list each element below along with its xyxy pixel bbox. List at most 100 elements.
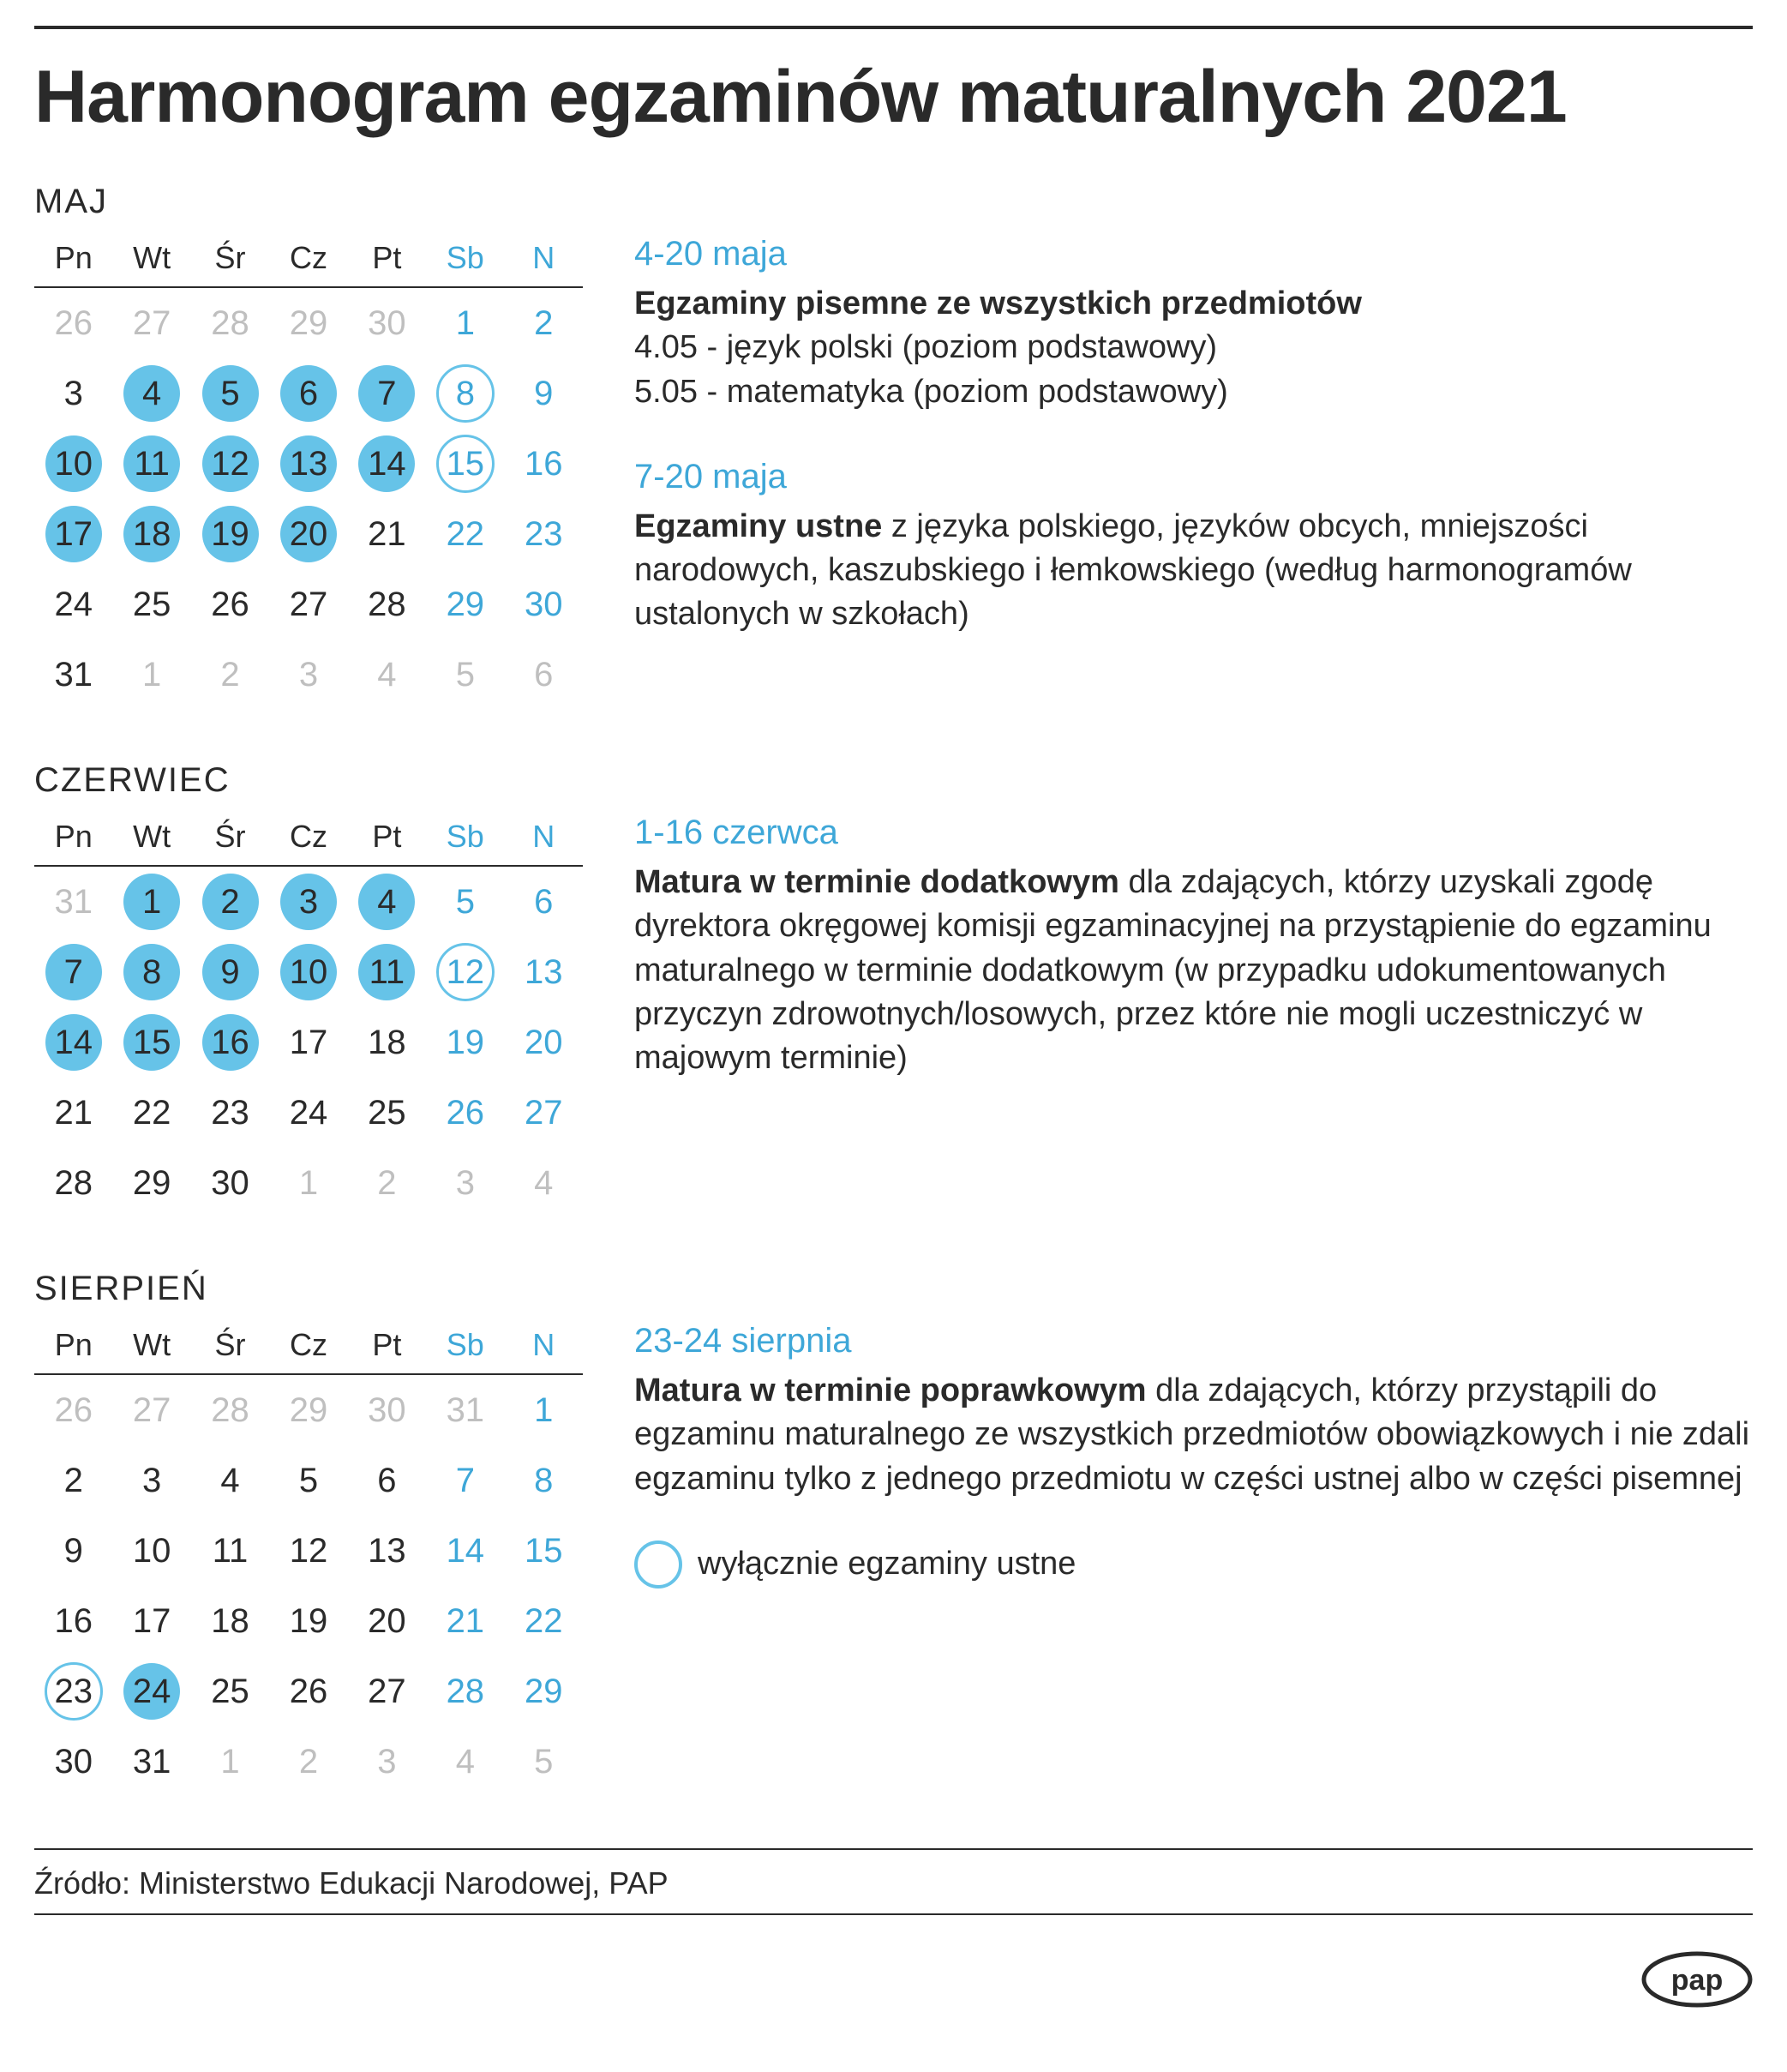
calendar-day: 5 (426, 866, 504, 937)
calendar-day: 15 (426, 429, 504, 499)
calendar-day: 27 (269, 569, 347, 640)
day-number: 18 (204, 1595, 257, 1648)
calendar-day: 11 (191, 1516, 269, 1586)
calendar-column: SIERPIEŃPnWtŚrCzPtSbN2627282930311234567… (34, 1270, 583, 1797)
day-number: 25 (360, 1086, 413, 1139)
calendar-table: PnWtŚrCzPtSbN262728293031123456789101112… (34, 1320, 583, 1797)
calendar-day: 7 (34, 937, 112, 1007)
calendar-day: 18 (191, 1586, 269, 1656)
day-number: 14 (360, 437, 413, 490)
day-number: 5 (517, 1735, 570, 1788)
day-number: 18 (360, 1016, 413, 1069)
day-number: 29 (517, 1665, 570, 1718)
day-number: 30 (517, 578, 570, 631)
day-number: 27 (360, 1665, 413, 1718)
calendar-day: 25 (112, 569, 190, 640)
calendar-day: 29 (269, 1374, 347, 1445)
calendar-day: 5 (426, 640, 504, 710)
day-number: 1 (125, 875, 178, 928)
day-number: 20 (517, 1016, 570, 1069)
logo-text: pap (1671, 1964, 1723, 1997)
day-number: 23 (517, 507, 570, 561)
day-header: Cz (269, 233, 347, 287)
calendar-day: 17 (34, 499, 112, 569)
description-column: 23-24 sierpniaMatura w terminie poprawko… (634, 1270, 1753, 1797)
source-text: Źródło: Ministerstwo Edukacji Narodowej,… (34, 1865, 1753, 1901)
calendar-day: 25 (348, 1078, 426, 1148)
day-number: 12 (204, 437, 257, 490)
desc-block: 23-24 sierpniaMatura w terminie poprawko… (634, 1318, 1753, 1501)
calendar-day: 3 (269, 866, 347, 937)
day-number: 5 (439, 875, 492, 928)
calendar-day: 28 (34, 1148, 112, 1218)
day-header: Wt (112, 233, 190, 287)
day-header: Pt (348, 1320, 426, 1374)
day-number: 12 (439, 946, 492, 999)
day-number: 27 (125, 1384, 178, 1437)
day-number: 12 (282, 1524, 335, 1577)
calendar-day: 5 (505, 1727, 583, 1797)
desc-bold: Matura w terminie dodatkowym (634, 864, 1119, 900)
calendar-day: 9 (34, 1516, 112, 1586)
day-number: 31 (47, 648, 100, 701)
day-number: 26 (47, 297, 100, 350)
desc-bold: Egzaminy ustne (634, 508, 882, 544)
calendar-day: 17 (112, 1586, 190, 1656)
calendar-day: 29 (269, 287, 347, 358)
calendar-day: 12 (269, 1516, 347, 1586)
calendar-day: 2 (191, 640, 269, 710)
calendar-day: 29 (505, 1656, 583, 1727)
calendar-day: 27 (112, 287, 190, 358)
day-number: 28 (204, 1384, 257, 1437)
day-number: 3 (360, 1735, 413, 1788)
calendar-day: 22 (112, 1078, 190, 1148)
month-label: SIERPIEŃ (34, 1270, 583, 1308)
day-header: Śr (191, 1320, 269, 1374)
day-number: 13 (360, 1524, 413, 1577)
day-number: 22 (439, 507, 492, 561)
calendar-day: 20 (269, 499, 347, 569)
description-column: 1-16 czerwca Matura w terminie dodatkowym… (634, 761, 1753, 1218)
day-header: Cz (269, 1320, 347, 1374)
calendar-day: 26 (426, 1078, 504, 1148)
calendar-day: 31 (34, 866, 112, 937)
day-header: Sb (426, 812, 504, 866)
calendar-day: 1 (426, 287, 504, 358)
day-number: 14 (47, 1016, 100, 1069)
calendar-day: 8 (426, 358, 504, 429)
calendar-day: 20 (348, 1586, 426, 1656)
calendar-day: 26 (269, 1656, 347, 1727)
day-number: 2 (360, 1156, 413, 1210)
day-number: 17 (47, 507, 100, 561)
day-number: 5 (204, 367, 257, 420)
calendar-day: 10 (269, 937, 347, 1007)
day-header: Śr (191, 233, 269, 287)
day-number: 6 (360, 1454, 413, 1507)
date-range: 1-16 czerwca (634, 809, 1753, 856)
day-number: 11 (125, 437, 178, 490)
day-number: 5 (282, 1454, 335, 1507)
calendar-day: 28 (426, 1656, 504, 1727)
calendar-day: 27 (348, 1656, 426, 1727)
calendar-table: PnWtŚrCzPtSbN262728293012345678910111213… (34, 233, 583, 710)
calendar-day: 8 (505, 1445, 583, 1516)
day-number: 26 (439, 1086, 492, 1139)
day-header: Pn (34, 1320, 112, 1374)
calendar-day: 26 (34, 1374, 112, 1445)
calendar-day: 8 (112, 937, 190, 1007)
calendar-column: MAJPnWtŚrCzPtSbN262728293012345678910111… (34, 183, 583, 710)
day-number: 15 (439, 437, 492, 490)
calendar-day: 15 (112, 1007, 190, 1078)
day-number: 21 (360, 507, 413, 561)
day-number: 16 (204, 1016, 257, 1069)
calendar-day: 10 (34, 429, 112, 499)
day-number: 1 (282, 1156, 335, 1210)
calendar-day: 13 (348, 1516, 426, 1586)
calendar-day: 3 (348, 1727, 426, 1797)
calendar-day: 14 (34, 1007, 112, 1078)
day-header: Wt (112, 1320, 190, 1374)
calendar-table: PnWtŚrCzPtSbN311234567891011121314151617… (34, 812, 583, 1218)
day-number: 25 (125, 578, 178, 631)
desc-headline: Matura w terminie dodatkowym dla zdający… (634, 861, 1753, 1080)
day-number: 10 (47, 437, 100, 490)
